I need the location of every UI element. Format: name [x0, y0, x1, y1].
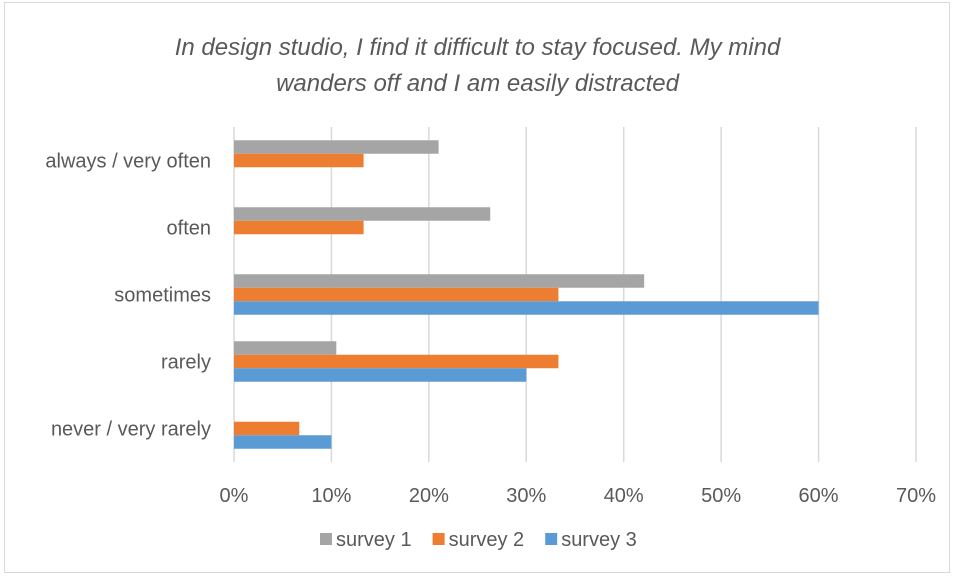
x-tick-label: 30% — [506, 485, 546, 507]
bar — [234, 421, 300, 436]
category-label: never / very rarely — [51, 419, 211, 441]
chart-title-line-2: wanders off and I am easily distracted — [276, 70, 679, 97]
x-tick-label: 20% — [409, 485, 449, 507]
category-label: always / very often — [45, 151, 211, 173]
bar — [234, 140, 439, 154]
x-tick-label: 50% — [701, 485, 741, 507]
legend-label: survey 1 — [336, 529, 412, 551]
legend-label: survey 3 — [561, 529, 637, 551]
legend-swatch — [320, 533, 332, 545]
x-tick-labels: 0% 10% 20% 30% 40% 50% 60% 70% — [220, 485, 937, 507]
chart-title: In design studio, I find it difficult to… — [0, 30, 955, 102]
category-labels: always / very often often sometimes rarely n… — [45, 151, 211, 441]
bar — [234, 368, 527, 382]
category-label: often — [167, 218, 211, 240]
legend-swatch — [432, 533, 445, 545]
bar — [234, 274, 645, 288]
bar — [234, 341, 337, 355]
x-tick-label: 40% — [604, 485, 644, 507]
legend-label: survey 2 — [449, 529, 525, 551]
chart-title-line-1: In design studio, I find it difficult to… — [174, 34, 781, 61]
x-tick-label: 60% — [799, 485, 839, 507]
bar — [234, 153, 364, 168]
bar — [234, 354, 559, 369]
bar — [234, 207, 491, 221]
x-tick-label: 0% — [220, 485, 249, 507]
legend-swatch — [545, 533, 558, 545]
bar — [234, 301, 819, 315]
x-tick-label: 10% — [311, 485, 351, 507]
bar — [234, 220, 364, 235]
category-label: rarely — [161, 352, 211, 374]
bar — [234, 287, 559, 302]
category-label: sometimes — [114, 285, 211, 307]
legend: survey 1 survey 2 survey 3 — [320, 529, 637, 551]
x-tick-label: 70% — [896, 485, 936, 507]
bars — [234, 140, 819, 449]
bar — [234, 435, 332, 449]
